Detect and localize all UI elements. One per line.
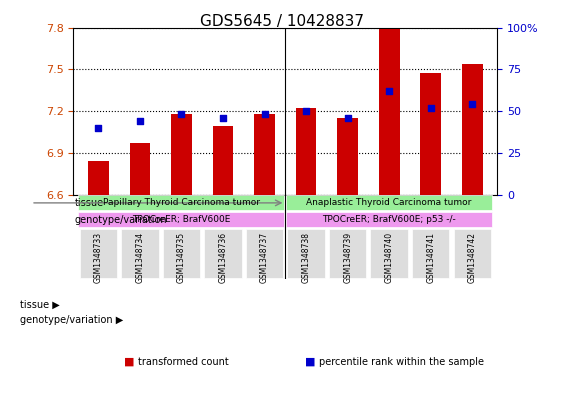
FancyBboxPatch shape — [205, 229, 242, 278]
FancyBboxPatch shape — [79, 195, 285, 210]
Point — [260, 111, 269, 118]
Text: Papillary Thyroid Carcinoma tumor: Papillary Thyroid Carcinoma tumor — [103, 198, 260, 208]
FancyBboxPatch shape — [286, 195, 492, 210]
Point — [385, 88, 394, 94]
Text: GSM1348734: GSM1348734 — [136, 232, 145, 283]
Text: GSM1348735: GSM1348735 — [177, 232, 186, 283]
Text: ■: ■ — [305, 356, 316, 367]
FancyBboxPatch shape — [121, 229, 159, 278]
Point — [468, 101, 477, 107]
Point — [343, 114, 352, 121]
Bar — [88, 161, 108, 195]
Text: GDS5645 / 10428837: GDS5645 / 10428837 — [201, 14, 364, 29]
Point — [219, 114, 228, 121]
Text: GSM1348740: GSM1348740 — [385, 232, 394, 283]
Text: TPOCreER; BrafV600E: TPOCreER; BrafV600E — [132, 215, 231, 224]
Text: ■: ■ — [124, 356, 135, 367]
Bar — [379, 29, 399, 195]
Text: genotype/variation: genotype/variation — [74, 215, 167, 224]
Text: GSM1348739: GSM1348739 — [343, 232, 352, 283]
Point — [94, 125, 103, 131]
Bar — [420, 73, 441, 195]
FancyBboxPatch shape — [288, 229, 325, 278]
Text: GSM1348738: GSM1348738 — [302, 232, 311, 283]
Bar — [254, 114, 275, 195]
Text: GSM1348733: GSM1348733 — [94, 232, 103, 283]
Bar — [129, 143, 150, 195]
Text: tissue ▶: tissue ▶ — [20, 299, 59, 310]
FancyBboxPatch shape — [286, 212, 492, 227]
Text: Anaplastic Thyroid Carcinoma tumor: Anaplastic Thyroid Carcinoma tumor — [306, 198, 472, 208]
FancyBboxPatch shape — [329, 229, 366, 278]
Bar — [212, 126, 233, 195]
Bar — [295, 108, 316, 195]
Bar — [171, 114, 192, 195]
FancyBboxPatch shape — [79, 212, 285, 227]
FancyBboxPatch shape — [412, 229, 449, 278]
Text: percentile rank within the sample: percentile rank within the sample — [319, 356, 484, 367]
Text: TPOCreER; BrafV600E; p53 -/-: TPOCreER; BrafV600E; p53 -/- — [322, 215, 456, 224]
Bar — [337, 118, 358, 195]
FancyBboxPatch shape — [371, 229, 408, 278]
Text: tissue: tissue — [74, 198, 103, 208]
Point — [177, 111, 186, 118]
Text: transformed count: transformed count — [138, 356, 229, 367]
Point — [426, 105, 435, 111]
Point — [136, 118, 145, 124]
Bar — [462, 64, 483, 195]
FancyBboxPatch shape — [80, 229, 117, 278]
FancyBboxPatch shape — [454, 229, 491, 278]
Text: GSM1348737: GSM1348737 — [260, 232, 269, 283]
Text: GSM1348742: GSM1348742 — [468, 232, 477, 283]
Text: genotype/variation ▶: genotype/variation ▶ — [20, 315, 123, 325]
FancyBboxPatch shape — [163, 229, 200, 278]
Point — [302, 108, 311, 114]
FancyBboxPatch shape — [246, 229, 283, 278]
Text: GSM1348736: GSM1348736 — [219, 232, 228, 283]
Text: GSM1348741: GSM1348741 — [426, 232, 435, 283]
